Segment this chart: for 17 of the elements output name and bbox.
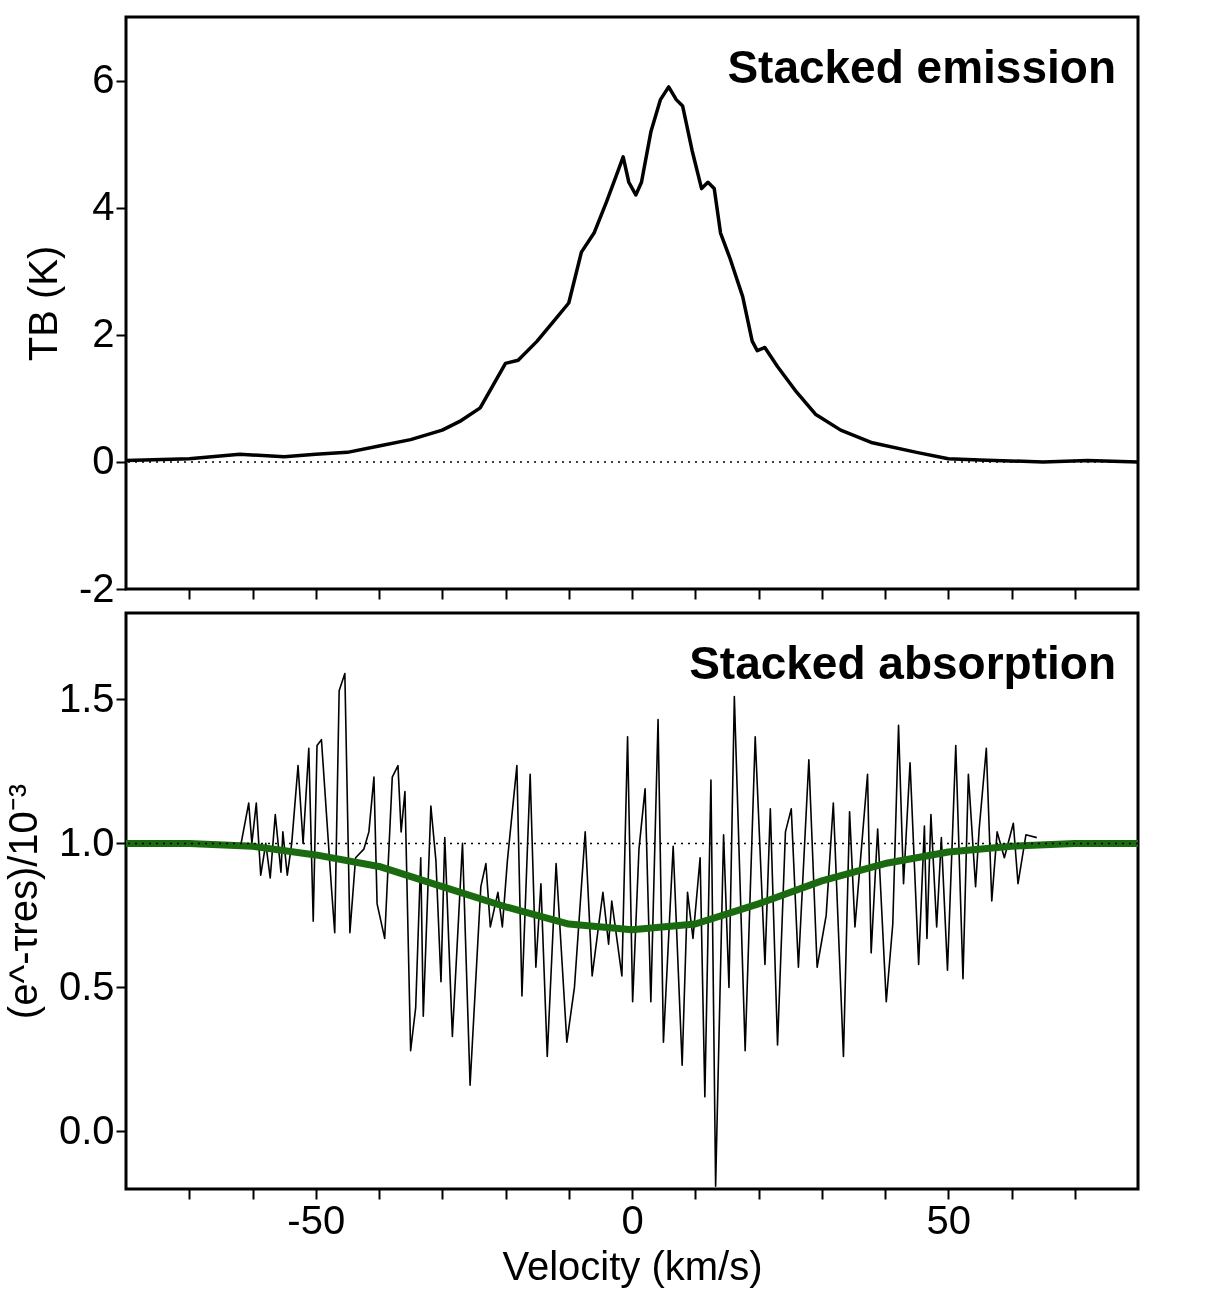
y-tick-label: 0.0	[58, 1107, 115, 1152]
y-axis-title: TB (K)	[20, 245, 65, 362]
x-axis-title: Velocity (km/s)	[502, 1243, 763, 1288]
y-tick-label: 2	[92, 311, 115, 356]
y-tick-label: 4	[92, 184, 115, 229]
y-tick-label: -2	[78, 565, 115, 610]
x-tick-label: -50	[287, 1197, 346, 1242]
y-axis-title: (e^-τres)/10⁻³	[0, 783, 45, 1020]
annotation: Stacked absorption	[689, 637, 1116, 689]
y-tick-label: 1.5	[58, 675, 115, 720]
x-tick-label: 0	[621, 1197, 644, 1242]
y-tick-label: 0.5	[58, 963, 115, 1008]
y-tick-label: 0	[92, 438, 115, 483]
x-tick-label: 50	[926, 1197, 971, 1242]
annotation: Stacked emission	[727, 41, 1116, 93]
y-tick-label: 1.0	[58, 819, 115, 864]
y-tick-label: 6	[92, 57, 115, 102]
